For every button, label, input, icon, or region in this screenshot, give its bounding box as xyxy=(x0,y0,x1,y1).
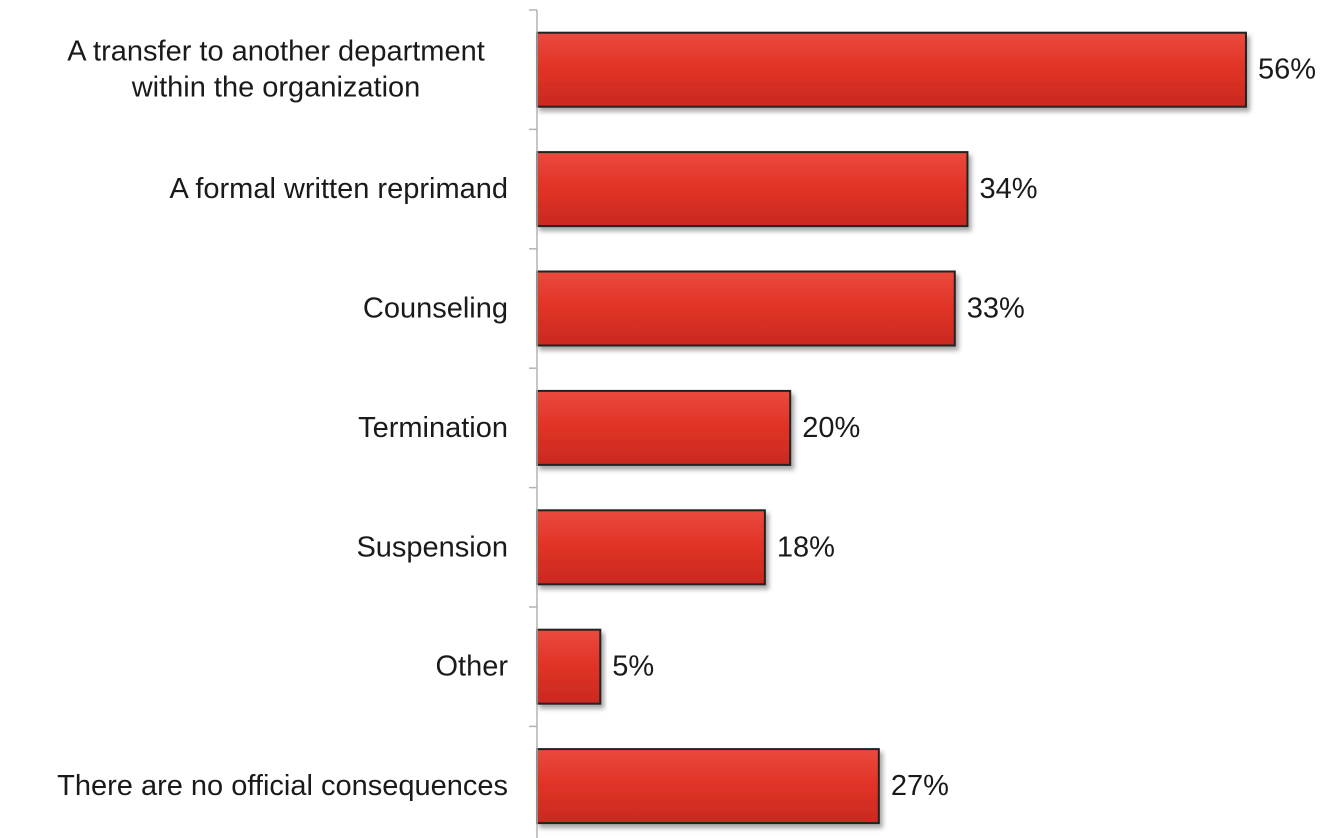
category-label-line: Termination xyxy=(358,412,508,444)
value-label-6: 5% xyxy=(612,651,654,683)
category-label-line: Other xyxy=(435,651,508,683)
category-label-line: Suspension xyxy=(356,531,508,563)
value-label-2: 34% xyxy=(979,173,1037,205)
value-label-7: 27% xyxy=(891,770,949,802)
bar-3 xyxy=(536,270,956,347)
category-label-3: Counseling xyxy=(363,293,508,325)
value-label-3: 33% xyxy=(967,293,1025,325)
category-label-line: There are no official consequences xyxy=(57,770,508,802)
category-label-4: Termination xyxy=(358,412,508,444)
value-label-1: 56% xyxy=(1258,54,1316,86)
category-label-line: Counseling xyxy=(363,293,508,325)
bar-7 xyxy=(536,748,880,825)
value-label-4: 20% xyxy=(802,412,860,444)
category-label-5: Suspension xyxy=(356,531,508,563)
category-label-7: There are no official consequences xyxy=(57,770,508,802)
category-label-2: A formal written reprimand xyxy=(170,173,508,205)
bars-group xyxy=(536,31,1247,825)
category-label-1: A transfer to another department within t… xyxy=(67,36,485,104)
bar-6 xyxy=(536,628,602,705)
bar-4 xyxy=(536,389,792,466)
category-label-line: A formal written reprimand xyxy=(170,173,508,205)
category-label-6: Other xyxy=(435,651,508,683)
bar-1 xyxy=(536,31,1247,108)
bar-5 xyxy=(536,509,766,586)
labels-group: 56% A transfer to another department withi… xyxy=(57,36,1316,802)
category-label-line: within the organization xyxy=(131,72,421,104)
category-label-line: A transfer to another department xyxy=(67,36,485,68)
category-axis xyxy=(529,9,538,838)
value-label-5: 18% xyxy=(777,531,835,563)
bar-2 xyxy=(536,151,969,228)
